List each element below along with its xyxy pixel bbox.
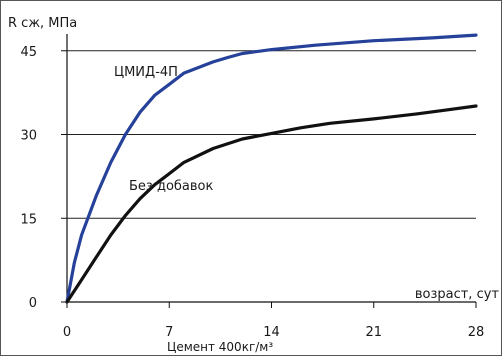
series-line-tsmid-4p [65,33,478,304]
x-axis-ticks: 0 7 14 21 28 [63,302,484,340]
x-axis-label: возраст, сут [415,287,500,302]
series-label-tsmid: ЦМИД-4П [114,65,178,80]
y-tick-label: 0 [29,296,37,311]
chart-caption: Цемент 400кг/м³ [167,340,273,354]
series-label-bez-dobavok: Без добавок [129,179,214,194]
y-axis-label: R сж, МПа [8,16,77,31]
x-tick-label: 28 [468,325,485,340]
x-tick-label: 21 [365,325,382,340]
y-tick-label: 45 [20,45,37,60]
series-line-bez-dobavok [65,104,478,304]
x-tick-label: 14 [263,325,280,340]
y-tick-label: 15 [20,212,37,227]
y-axis-ticks: 0 15 30 45 [20,45,67,311]
series-lines [65,33,478,304]
x-tick-label: 7 [165,325,173,340]
y-tick-label: 30 [20,129,37,144]
x-tick-label: 0 [63,325,71,340]
